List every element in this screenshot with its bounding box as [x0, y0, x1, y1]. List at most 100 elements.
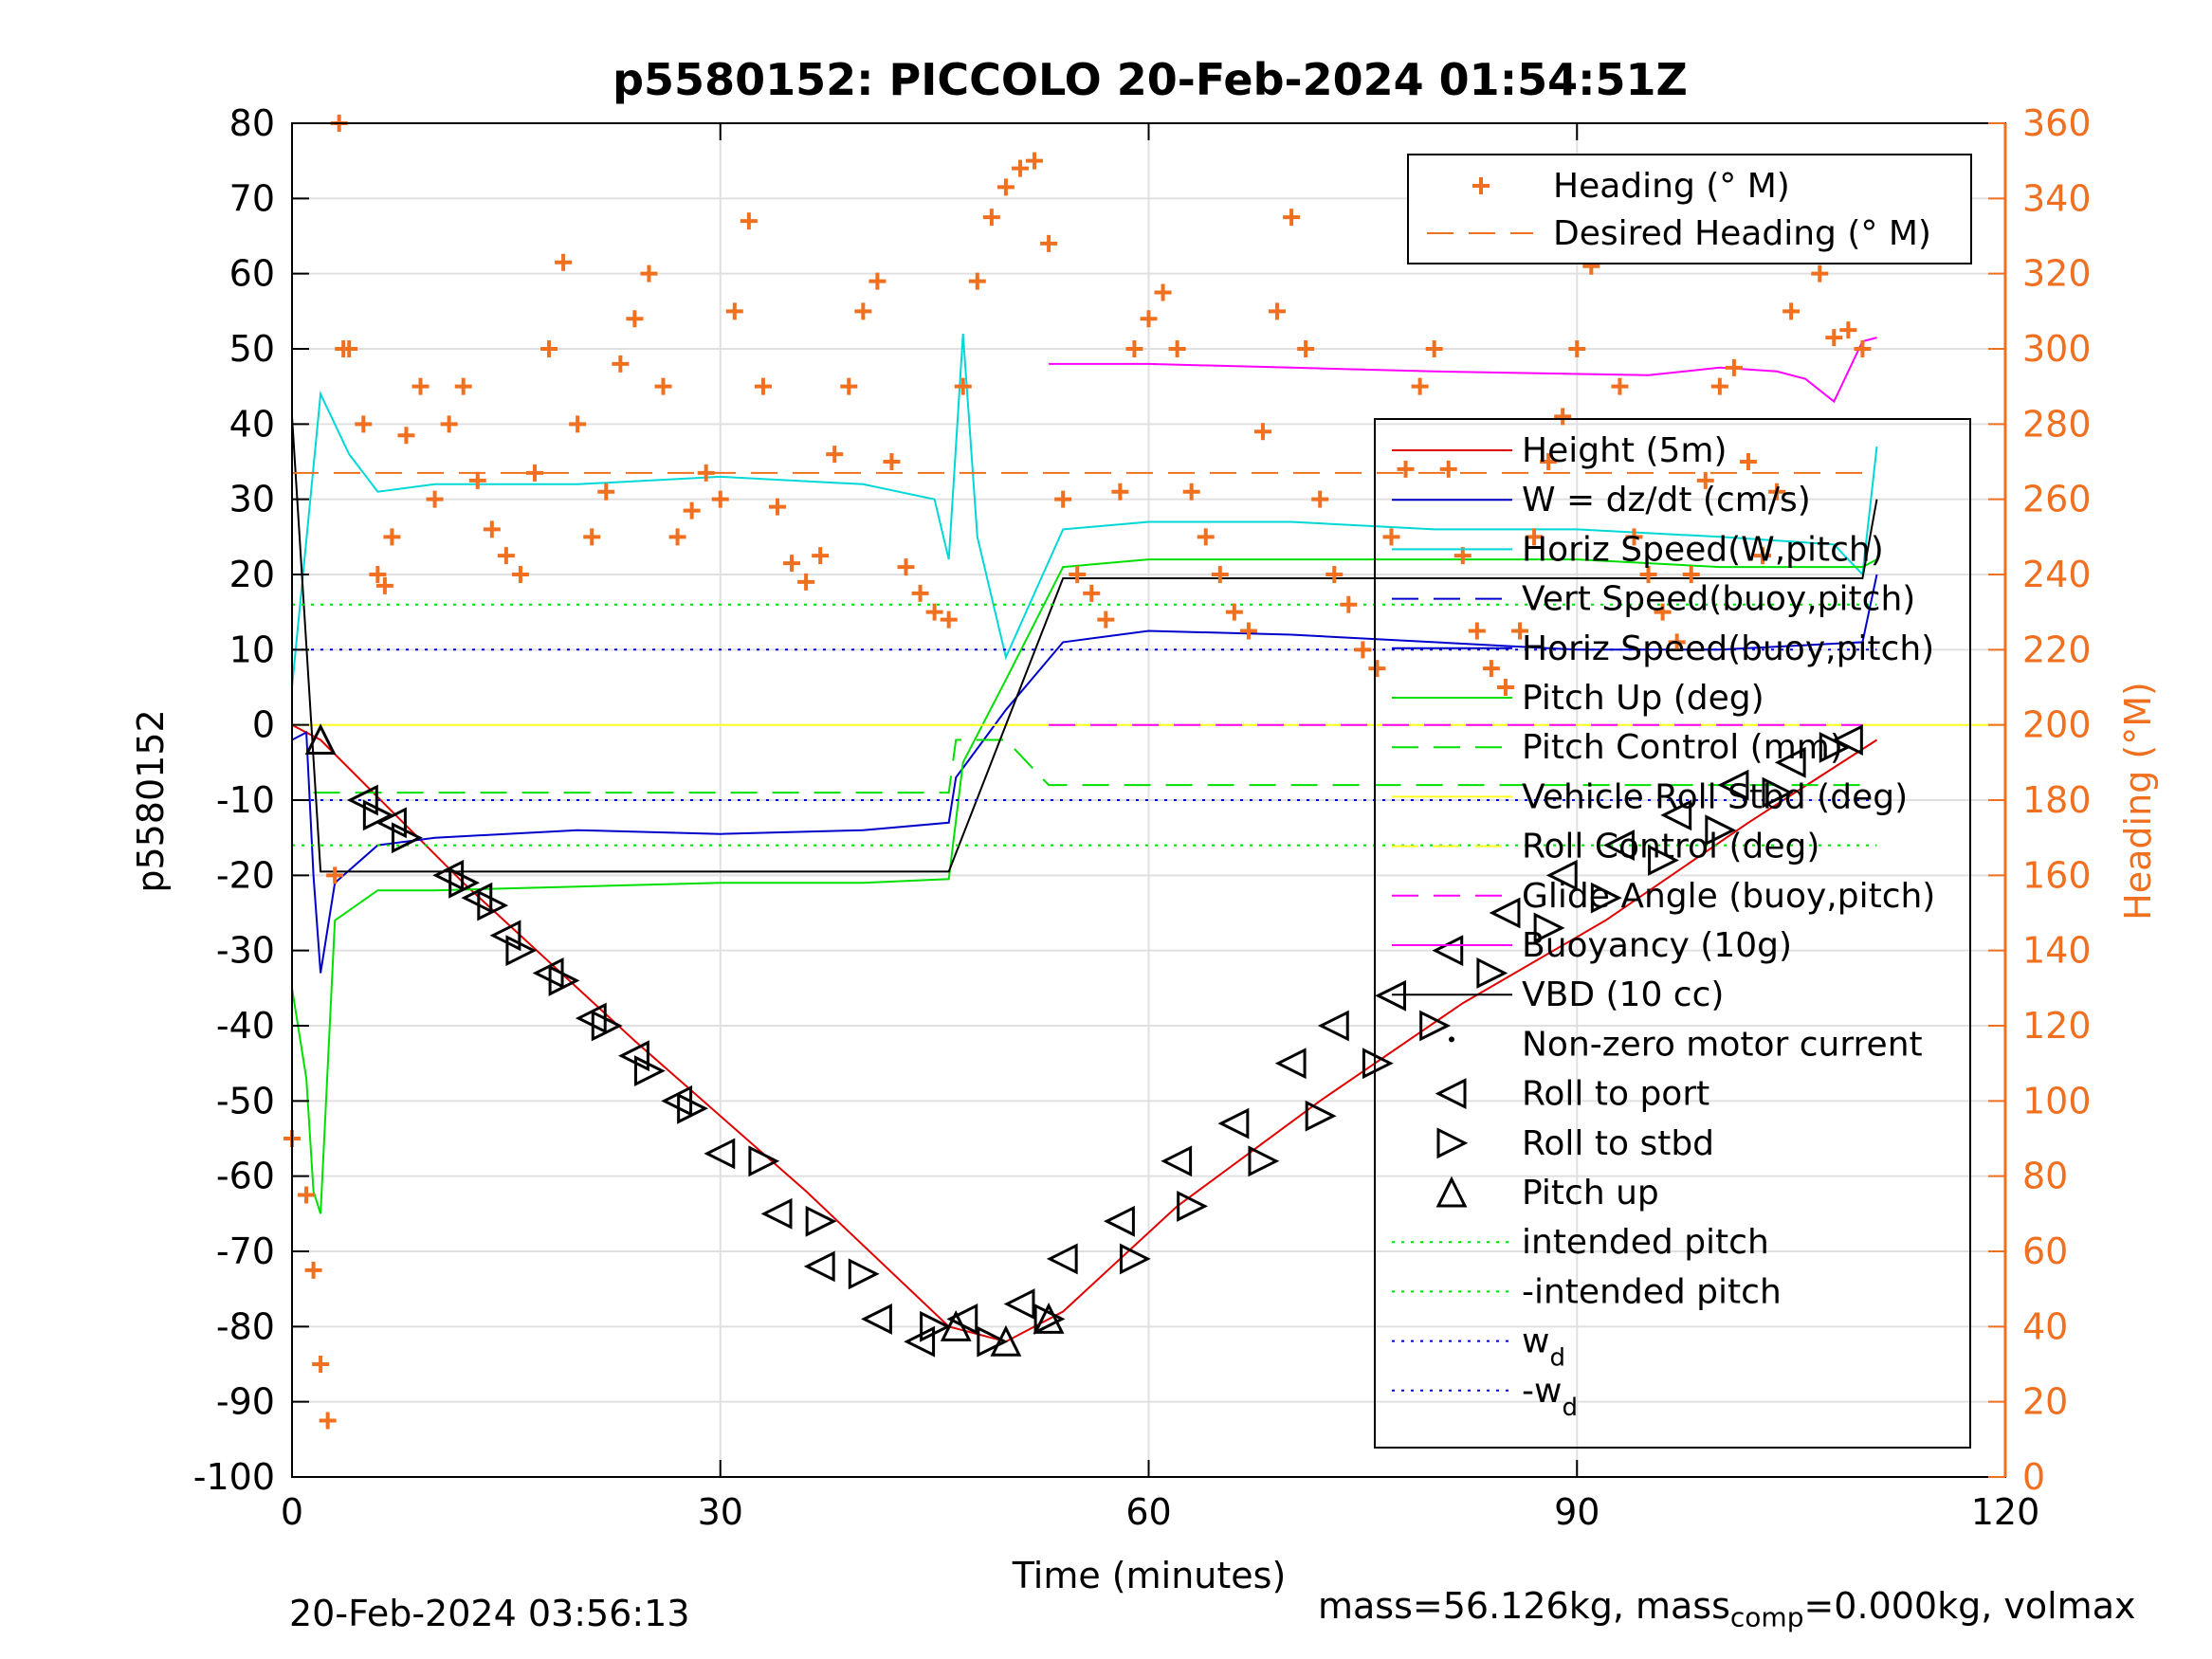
heading-point — [440, 415, 458, 433]
heading-point — [826, 446, 844, 464]
roll-to-port-marker — [1432, 935, 1464, 967]
heading-point — [1568, 340, 1586, 357]
x-tick-label: 120 — [1971, 1491, 2040, 1533]
heading-point — [497, 547, 515, 565]
markers — [304, 723, 1863, 1358]
y2-tick-label: 80 — [2022, 1156, 2068, 1197]
roll-to-stbd-marker — [1033, 1303, 1066, 1335]
heading-point — [1054, 490, 1072, 508]
y2-tick-label: 180 — [2022, 779, 2092, 821]
heading-point — [1083, 584, 1101, 602]
legend-main: Height (5m) W = dz/dt (cm/s) Horiz Speed(W… — [1374, 418, 1971, 1449]
heading-point — [1397, 460, 1415, 478]
heading-point — [1754, 547, 1772, 565]
heading-point — [375, 576, 393, 594]
legend-main-entry: Pitch Up (deg) — [1522, 679, 1764, 718]
heading-point — [954, 377, 972, 395]
y-tick-label: 40 — [229, 403, 275, 445]
heading-point — [1554, 408, 1572, 426]
legend-main-entry: Buoyancy (10g) — [1522, 926, 1792, 965]
legend-main-entry: VBD (10 cc) — [1522, 975, 1724, 1014]
roll-to-port-marker — [803, 1250, 835, 1283]
y-tick-label: -100 — [193, 1456, 275, 1498]
heading-point — [940, 611, 958, 629]
y-tick-label: 0 — [252, 704, 275, 746]
heading-point — [783, 555, 801, 573]
heading-point — [555, 253, 573, 271]
heading-point — [1496, 679, 1514, 696]
heading-point — [1526, 528, 1544, 546]
heading-point — [319, 1412, 337, 1430]
y-tick-label: 50 — [229, 328, 275, 370]
legend-main-entry: -wd — [1522, 1372, 1578, 1422]
heading-point — [1439, 460, 1457, 478]
heading-point — [397, 427, 415, 445]
roll-to-port-marker — [1660, 799, 1692, 831]
y-tick-label: -90 — [216, 1381, 275, 1423]
y2-tick-label: 220 — [2022, 629, 2092, 670]
footer-left-text: 20-Feb-2024 03:56:13 — [289, 1593, 690, 1634]
heading-point — [1125, 340, 1143, 357]
roll-to-port-marker — [1603, 830, 1635, 862]
roll-to-stbd-marker — [1419, 1010, 1452, 1042]
roll-to-stbd-marker — [448, 866, 481, 899]
heading-point — [1211, 566, 1229, 583]
heading-point — [1097, 611, 1115, 629]
heading-point — [868, 272, 887, 290]
roll-to-port-marker — [704, 1138, 736, 1170]
heading-point — [340, 340, 358, 357]
heading-point — [1368, 660, 1386, 678]
heading-point — [1668, 633, 1686, 651]
heading-point — [483, 520, 501, 538]
roll-to-port-marker — [1375, 979, 1406, 1012]
y-tick-label: -40 — [216, 1005, 275, 1047]
heading-point — [312, 1356, 330, 1373]
roll-to-port-marker — [1046, 1243, 1078, 1275]
roll-to-port-marker — [1217, 1107, 1250, 1139]
heading-point — [1854, 340, 1872, 357]
series-line-1 — [291, 574, 1878, 974]
roll-to-stbd-marker — [1362, 1048, 1394, 1080]
y2-tick-label: 200 — [2022, 704, 2092, 746]
roll-to-stbd-marker — [1590, 882, 1622, 914]
roll-to-port-marker — [1003, 1288, 1035, 1320]
roll-to-port-marker — [1161, 1145, 1193, 1177]
legend-main-entry: Non-zero motor current — [1522, 1025, 1923, 1064]
x-tick-label: 90 — [1554, 1491, 1600, 1533]
heading-point — [304, 1261, 322, 1279]
legend-main-entry: Horiz Speed(W,pitch) — [1522, 530, 1884, 569]
heading-point — [540, 340, 558, 357]
legend-heading-swatch — [1472, 177, 1490, 194]
roll-to-stbd-marker — [1248, 1145, 1280, 1177]
heading-point — [1168, 340, 1186, 357]
legend-main-entry: Glide Angle (buoy,pitch) — [1522, 877, 1935, 916]
y2-tick-label: 320 — [2022, 253, 2092, 295]
heading-point — [1011, 159, 1029, 177]
roll-to-stbd-marker — [677, 1092, 708, 1124]
roll-to-stbd-marker — [477, 889, 509, 921]
heading-point — [1253, 423, 1271, 441]
heading-point — [1482, 660, 1500, 678]
roll-to-port-marker — [1489, 897, 1521, 929]
heading-point — [612, 355, 630, 373]
heading-point — [812, 547, 830, 565]
footer-mass-sub: comp — [1729, 1601, 1804, 1633]
legend-main-entry: Vert Speed(buoy,pitch) — [1522, 580, 1915, 619]
y2-tick-label: 280 — [2022, 403, 2092, 445]
x-axis: 0 30 60 90 120 — [281, 123, 2039, 1533]
roll-to-stbd-marker — [805, 1205, 837, 1237]
heading-point — [411, 377, 430, 395]
heading-point — [1825, 329, 1843, 347]
y2-tick-label: 240 — [2022, 554, 2092, 595]
y2-tick-label: 120 — [2022, 1005, 2092, 1047]
roll-to-stbd-marker — [1648, 845, 1679, 876]
roll-to-port-marker — [1317, 1010, 1349, 1042]
heading-point — [1225, 603, 1243, 621]
heading-point — [383, 528, 401, 546]
heading-point — [1411, 377, 1429, 395]
heading-point — [1540, 453, 1558, 470]
heading-point — [683, 501, 701, 520]
heading-point — [982, 209, 1000, 227]
x-tick-label: 30 — [698, 1491, 743, 1533]
legend-main-entry: -intended pitch — [1522, 1272, 1782, 1311]
